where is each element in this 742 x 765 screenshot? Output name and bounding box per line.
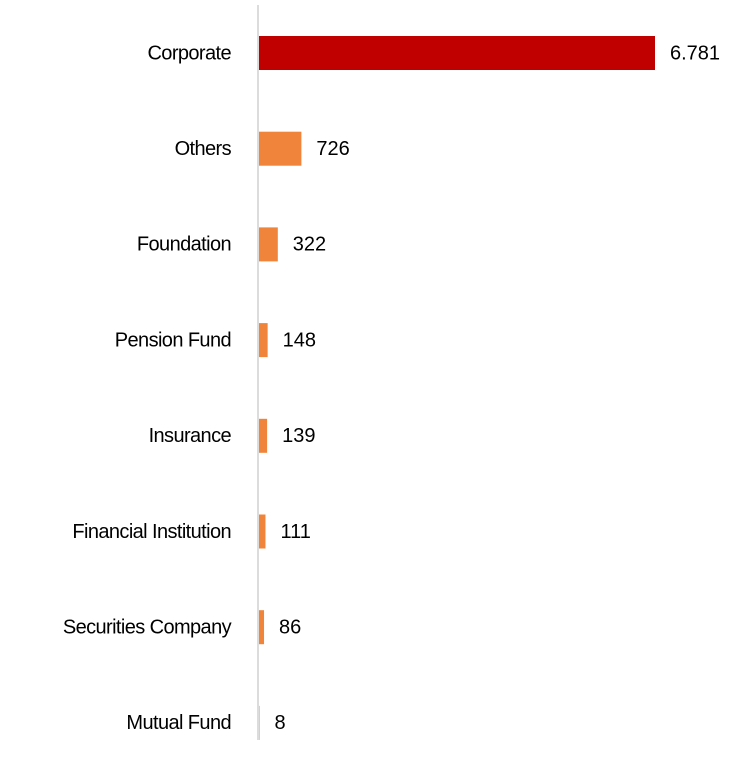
category-label: Corporate	[147, 42, 231, 64]
value-label: 86	[279, 616, 301, 638]
bar	[259, 514, 266, 549]
category-label: Insurance	[149, 425, 232, 447]
category-label: Mutual Fund	[126, 712, 231, 734]
category-label: Others	[175, 138, 232, 160]
value-label: 111	[280, 521, 310, 543]
bar	[259, 36, 655, 70]
bar	[259, 610, 265, 645]
category-label: Financial Institution	[72, 521, 231, 543]
bar	[259, 323, 268, 358]
category-label: Pension Fund	[115, 329, 231, 351]
value-label: 322	[293, 234, 326, 256]
value-label: 8	[274, 712, 285, 734]
value-label: 139	[282, 425, 315, 447]
category-label: Securities Company	[63, 616, 232, 638]
bar	[259, 131, 302, 166]
value-label: 726	[316, 138, 349, 160]
value-label: 6.781	[670, 42, 720, 64]
bar	[259, 227, 278, 262]
category-label: Foundation	[137, 234, 231, 256]
value-label: 148	[283, 329, 316, 351]
bar	[259, 418, 268, 453]
